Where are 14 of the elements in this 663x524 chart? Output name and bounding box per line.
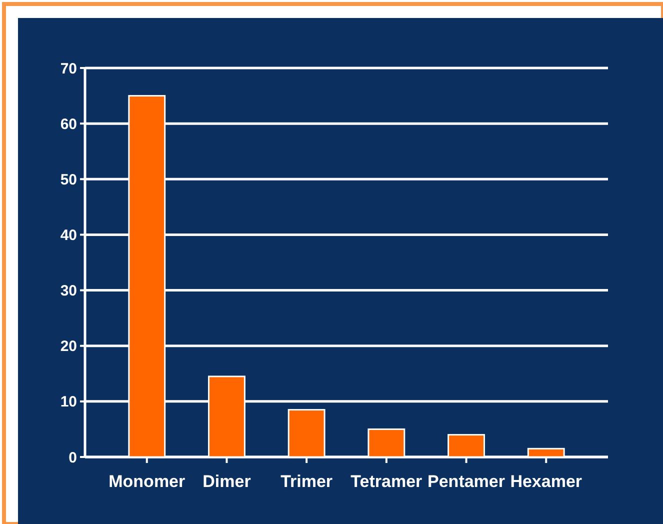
y-tick-label: 50 bbox=[60, 171, 77, 188]
x-tick-label: Pentamer bbox=[428, 472, 506, 491]
x-tick-label: Tetramer bbox=[350, 472, 423, 491]
x-tick-label: Dimer bbox=[202, 472, 252, 491]
x-tick-label: Trimer bbox=[280, 472, 333, 491]
y-tick-label: 30 bbox=[60, 282, 77, 300]
y-tick-label: 40 bbox=[60, 226, 77, 244]
y-tick-label: 20 bbox=[60, 338, 77, 356]
x-tick-label: Monomer bbox=[108, 472, 186, 491]
y-tick-label: 10 bbox=[60, 394, 77, 411]
y-tick-label: 0 bbox=[68, 449, 77, 466]
y-tick-label: 70 bbox=[60, 60, 77, 78]
y-tick-label: 60 bbox=[60, 116, 77, 133]
x-tick-label: Hexamer bbox=[510, 472, 582, 491]
